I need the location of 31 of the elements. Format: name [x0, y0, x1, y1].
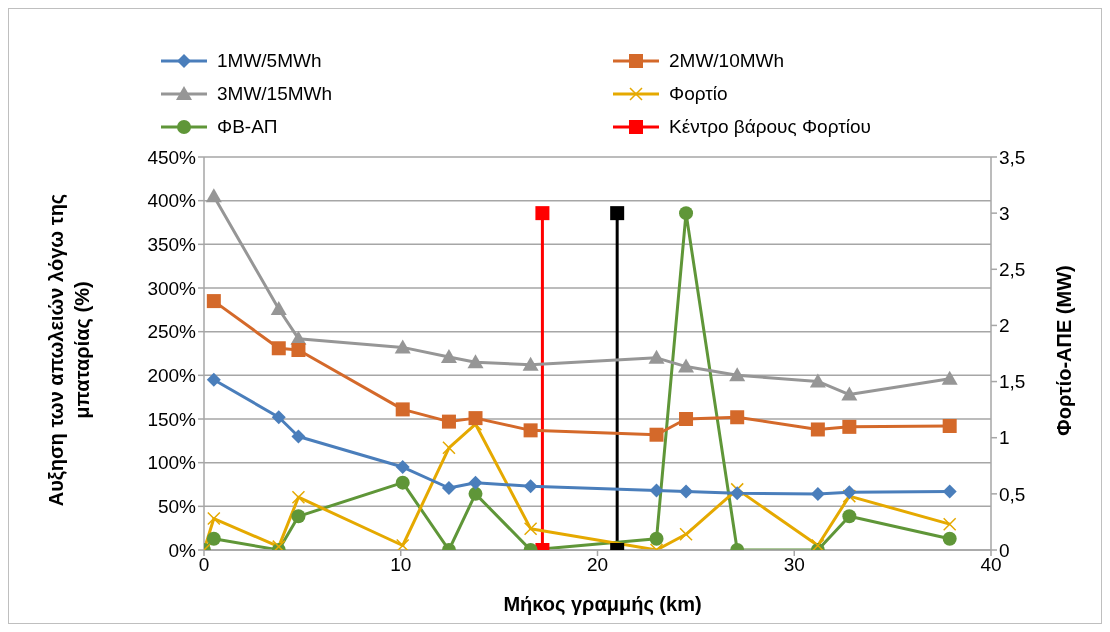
- legend-label: Φορτίο: [669, 83, 728, 105]
- y-tick-label: 400%: [147, 190, 197, 212]
- legend-label: 3MW/15MWh: [217, 83, 333, 105]
- y-tick-label: 450%: [147, 146, 197, 168]
- y-axis-title: Αυξηση των απωλειών λόγω της μπαταρίας (%): [44, 192, 94, 509]
- legend-label: ΦΒ-ΑΠ: [217, 116, 278, 138]
- y-tick-label: 250%: [147, 321, 197, 343]
- y2-tick-label: 3,5: [999, 146, 1026, 168]
- y-tick-label: 0%: [168, 539, 197, 561]
- y-tick-label: 50%: [157, 496, 197, 518]
- y2-tick-label: 1,5: [999, 371, 1026, 393]
- y2-axis-title: Φορτίο-ΑΠΕ (MW): [1052, 264, 1076, 438]
- y2-tick-label: 3: [999, 202, 1010, 224]
- x-tick-label: 0: [198, 554, 210, 576]
- y2-tick-label: 0: [999, 539, 1010, 561]
- y-tick-label: 350%: [147, 234, 197, 256]
- y2-tick-label: 0,5: [999, 483, 1026, 505]
- x-axis-title: Μήκος γραμμής (km): [502, 593, 703, 616]
- legend-label: Κέντρο βάρους Φορτίου: [669, 116, 871, 138]
- y-tick-label: 200%: [147, 365, 197, 387]
- legend-label: 1MW/5MWh: [217, 50, 322, 72]
- x-tick-label: 10: [390, 554, 412, 576]
- y-tick-label: 300%: [147, 277, 197, 299]
- y2-tick-label: 2,5: [999, 259, 1026, 281]
- y2-tick-label: 1: [999, 427, 1010, 449]
- x-tick-label: 20: [586, 554, 609, 576]
- y2-tick-label: 2: [999, 315, 1010, 337]
- legend-label: 2MW/10MWh: [669, 50, 785, 72]
- y-tick-label: 100%: [147, 452, 197, 474]
- x-tick-label: 30: [783, 554, 805, 576]
- y-tick-label: 150%: [147, 408, 197, 430]
